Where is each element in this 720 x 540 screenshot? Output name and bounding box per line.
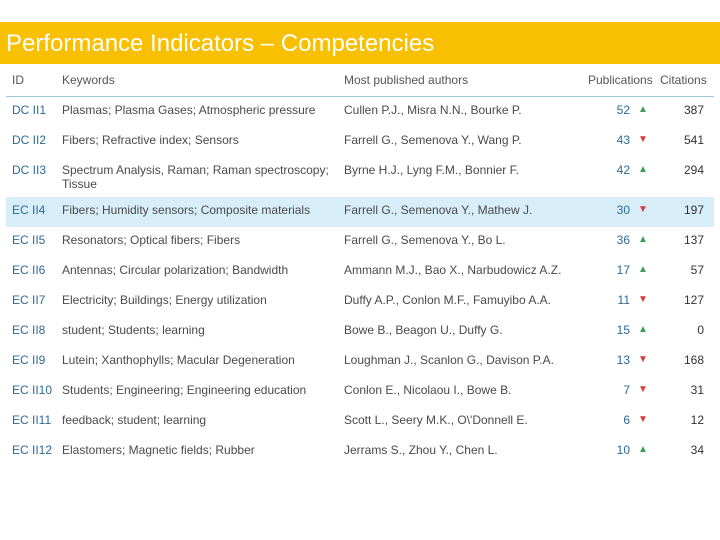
row-authors: Ammann M.J., Bao X., Narbudowicz A.Z.: [344, 263, 562, 277]
header-authors: Most published authors: [344, 73, 469, 87]
row-publications: 42: [616, 163, 630, 177]
row-authors: Conlon E., Nicolaou I., Bowe B.: [344, 383, 512, 397]
row-authors: Cullen P.J., Misra N.N., Bourke P.: [344, 103, 522, 117]
table-row: EC II11 feedback; student; learning Scott …: [6, 407, 714, 437]
row-id: DC II2: [12, 133, 47, 147]
row-id: EC II6: [12, 263, 46, 277]
row-citations: 0: [697, 323, 704, 337]
page-title: Performance Indicators – Competencies: [6, 30, 435, 57]
table-row: DC II1 Plasmas; Plasma Gases; Atmospheric…: [6, 97, 714, 127]
row-authors: Bowe B., Beagon U., Duffy G.: [344, 323, 503, 337]
row-publications: 43: [616, 133, 630, 147]
row-publications: 10: [616, 443, 630, 457]
competencies-table: ID Keywords Most published authors Publi…: [6, 66, 714, 467]
row-authors: Scott L., Seery M.K., O\'Donnell E.: [344, 413, 528, 427]
header-keywords: Keywords: [62, 73, 115, 87]
row-publications: 13: [616, 353, 630, 367]
table-row: EC II10 Students; Engineering; Engineerin…: [6, 377, 714, 407]
row-keywords: Fibers; Humidity sensors; Composite mate…: [62, 203, 311, 217]
row-id: EC II8: [12, 323, 46, 337]
row-citations: 197: [683, 203, 704, 217]
row-id: EC II7: [12, 293, 46, 307]
row-publications: 30: [616, 203, 630, 217]
row-authors: Byrne H.J., Lyng F.M., Bonnier F.: [344, 163, 519, 177]
row-keywords: Electricity; Buildings; Energy utilizati…: [62, 293, 267, 307]
row-keywords: feedback; student; learning: [62, 413, 207, 427]
row-keywords: Lutein; Xanthophylls; Macular Degenerati…: [62, 353, 295, 367]
row-keywords: Plasmas; Plasma Gases; Atmospheric press…: [62, 103, 316, 117]
row-citations: 387: [683, 103, 704, 117]
row-keywords: Antennas; Circular polarization; Bandwid…: [62, 263, 289, 277]
triangle-up-icon: ▲: [638, 444, 648, 455]
table-row: EC II12 Elastomers; Magnetic fields; Rubb…: [6, 437, 714, 467]
row-id: EC II10: [12, 383, 53, 397]
row-publications: 6: [623, 413, 630, 427]
row-authors: Duffy A.P., Conlon M.F., Famuyibo A.A.: [344, 293, 551, 307]
row-publications: 36: [616, 233, 630, 247]
row-id: DC II1: [12, 103, 47, 117]
row-citations: 31: [690, 383, 704, 397]
row-keywords: Students; Engineering; Engineering educa…: [62, 383, 307, 397]
row-publications: 52: [616, 103, 630, 117]
row-id: EC II4: [12, 203, 46, 217]
table-row: DC II3 Spectrum Analysis, Raman; Raman sp…: [6, 157, 714, 197]
row-citations: 57: [690, 263, 704, 277]
triangle-down-icon: ▼: [638, 134, 648, 145]
triangle-down-icon: ▼: [638, 414, 648, 425]
row-citations: 12: [690, 413, 704, 427]
row-publications: 11: [617, 293, 630, 307]
row-authors: Farrell G., Semenova Y., Mathew J.: [344, 203, 533, 217]
table-row: EC II7 Electricity; Buildings; Energy uti…: [6, 287, 714, 317]
triangle-down-icon: ▼: [638, 384, 648, 395]
triangle-up-icon: ▲: [638, 104, 648, 115]
row-publications: 7: [623, 383, 630, 397]
title-banner: Performance Indicators – Competencies: [0, 22, 720, 64]
triangle-up-icon: ▲: [638, 264, 648, 275]
table-row: EC II5 Resonators; Optical fibers; Fibers…: [6, 227, 714, 257]
row-citations: 127: [683, 293, 704, 307]
row-id: EC II9: [12, 353, 46, 367]
header-id: ID: [12, 73, 24, 87]
table-row: EC II6 Antennas; Circular polarization; B…: [6, 257, 714, 287]
table-row: EC II8 student; Students; learning Bowe B.…: [6, 317, 714, 347]
row-authors: Loughman J., Scanlon G., Davison P.A.: [344, 353, 554, 367]
triangle-down-icon: ▼: [638, 354, 648, 365]
row-id: EC II12: [12, 443, 53, 457]
row-citations: 137: [683, 233, 704, 247]
table-header-row: ID Keywords Most published authors Publi…: [6, 66, 714, 97]
row-keywords: Spectrum Analysis, Raman; Raman spectros…: [62, 163, 329, 191]
triangle-up-icon: ▲: [638, 164, 648, 175]
row-publications: 15: [616, 323, 630, 337]
row-id: EC II11: [12, 413, 52, 427]
table-row: EC II4 Fibers; Humidity sensors; Composit…: [6, 197, 714, 227]
row-id: DC II3: [12, 163, 47, 177]
row-id: EC II5: [12, 233, 46, 247]
table-row: DC II2 Fibers; Refractive index; Sensors F…: [6, 127, 714, 157]
row-citations: 294: [683, 163, 704, 177]
row-keywords: Elastomers; Magnetic fields; Rubber: [62, 443, 255, 457]
row-keywords: Resonators; Optical fibers; Fibers: [62, 233, 241, 247]
row-keywords: Fibers; Refractive index; Sensors: [62, 133, 239, 147]
row-authors: Farrell G., Semenova Y., Wang P.: [344, 133, 522, 147]
row-citations: 34: [690, 443, 704, 457]
row-citations: 168: [683, 353, 704, 367]
triangle-down-icon: ▼: [638, 204, 648, 215]
table-row: EC II9 Lutein; Xanthophylls; Macular Dege…: [6, 347, 714, 377]
triangle-up-icon: ▲: [638, 324, 648, 335]
triangle-down-icon: ▼: [638, 294, 648, 305]
row-authors: Jerrams S., Zhou Y., Chen L.: [344, 443, 498, 457]
row-keywords: student; Students; learning: [62, 323, 205, 337]
row-authors: Farrell G., Semenova Y., Bo L.: [344, 233, 506, 247]
header-publications: Publications: [588, 73, 653, 87]
row-citations: 541: [683, 133, 704, 147]
header-citations: Citations: [660, 73, 707, 87]
triangle-up-icon: ▲: [638, 234, 648, 245]
row-publications: 17: [616, 263, 630, 277]
